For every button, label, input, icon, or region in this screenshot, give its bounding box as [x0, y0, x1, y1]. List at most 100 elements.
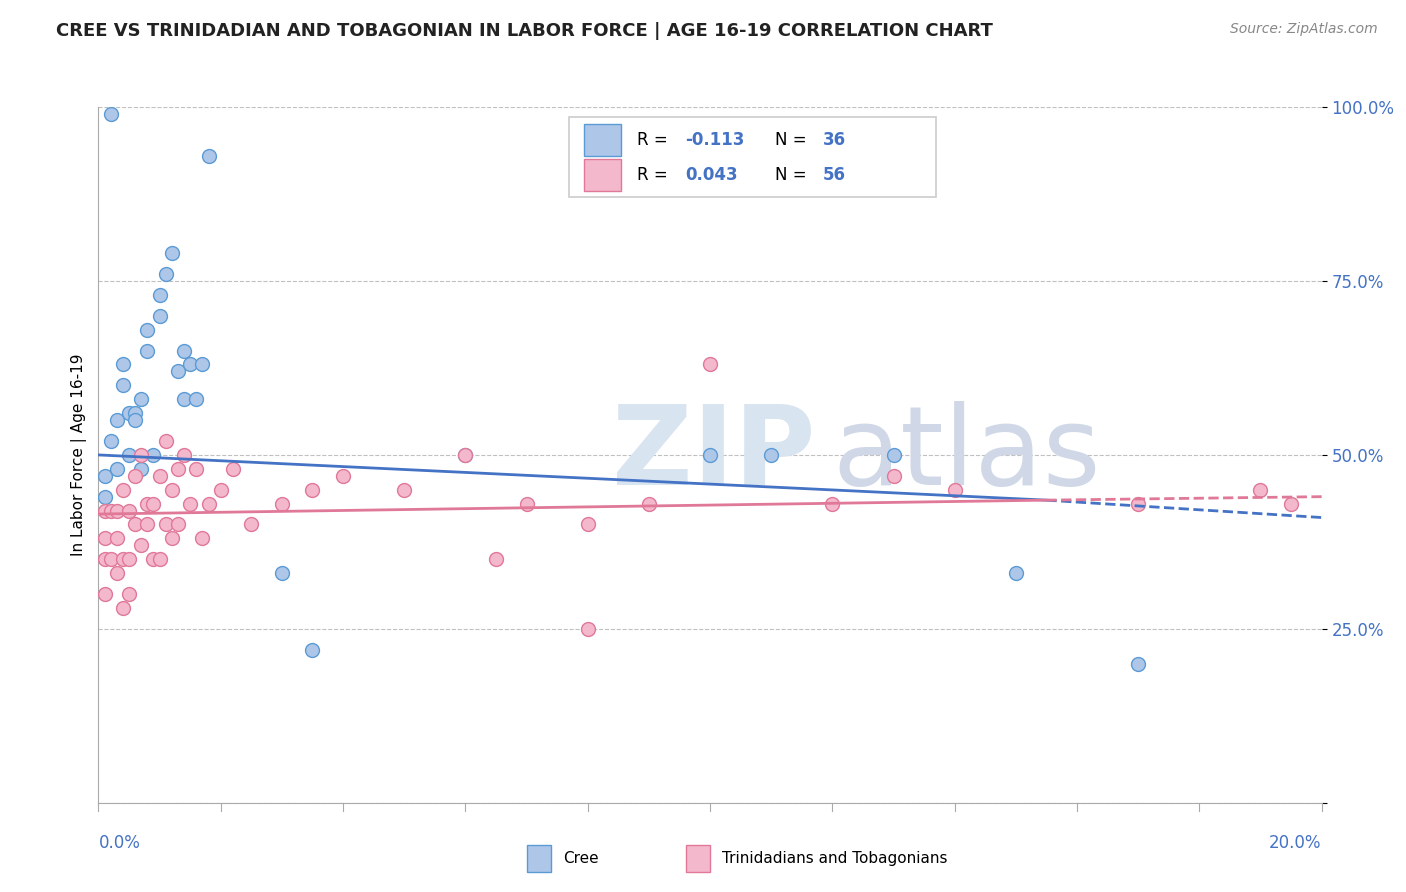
Point [160, 246, 183, 260]
Text: 20.0%: 20.0% [1270, 834, 1322, 852]
Point [173, 343, 195, 358]
Text: -0.113: -0.113 [686, 131, 745, 149]
Text: Trinidadians and Tobagonians: Trinidadians and Tobagonians [723, 851, 948, 866]
Text: 0.0%: 0.0% [98, 834, 141, 852]
Point [136, 343, 159, 358]
Point [129, 462, 152, 476]
Y-axis label: In Labor Force | Age 16-19: In Labor Force | Age 16-19 [72, 353, 87, 557]
Point [167, 364, 190, 378]
Point [111, 378, 134, 392]
Point [173, 448, 195, 462]
Point [93, 503, 115, 517]
Point [821, 497, 844, 511]
FancyBboxPatch shape [686, 845, 710, 872]
Point [136, 517, 159, 532]
Text: 56: 56 [823, 166, 845, 184]
Text: R =: R = [637, 131, 672, 149]
Point [149, 288, 172, 302]
Point [105, 462, 128, 476]
Point [186, 392, 208, 407]
Point [155, 434, 177, 448]
Point [149, 552, 172, 566]
Point [93, 552, 115, 566]
Text: N =: N = [775, 166, 811, 184]
Text: ZIP: ZIP [612, 401, 815, 508]
Point [454, 448, 477, 462]
FancyBboxPatch shape [583, 124, 620, 155]
Point [111, 358, 134, 372]
Point [1249, 483, 1271, 497]
Point [392, 483, 416, 497]
FancyBboxPatch shape [569, 118, 936, 197]
Point [136, 323, 159, 337]
Point [699, 358, 721, 372]
Point [100, 434, 122, 448]
Point [699, 448, 721, 462]
Text: atlas: atlas [832, 401, 1101, 508]
Point [129, 392, 152, 407]
Text: N =: N = [775, 131, 811, 149]
Point [118, 587, 141, 601]
Point [149, 468, 172, 483]
Point [155, 267, 177, 281]
Point [173, 392, 195, 407]
Point [191, 358, 214, 372]
Point [943, 483, 966, 497]
Point [111, 483, 134, 497]
Point [118, 503, 141, 517]
Point [142, 448, 165, 462]
Point [270, 497, 292, 511]
Point [118, 406, 141, 420]
Point [240, 517, 263, 532]
Point [1128, 497, 1150, 511]
Point [93, 468, 115, 483]
Text: 0.043: 0.043 [686, 166, 738, 184]
Point [149, 309, 172, 323]
Point [222, 462, 245, 476]
Point [129, 448, 152, 462]
Point [105, 413, 128, 427]
Point [111, 601, 134, 615]
Point [485, 552, 508, 566]
Point [160, 483, 183, 497]
Point [105, 503, 128, 517]
Point [637, 497, 661, 511]
Point [93, 587, 115, 601]
Point [191, 532, 214, 546]
Text: Source: ZipAtlas.com: Source: ZipAtlas.com [1230, 22, 1378, 37]
Point [124, 413, 146, 427]
Point [142, 497, 165, 511]
Point [759, 448, 782, 462]
Point [93, 490, 115, 504]
Point [883, 448, 905, 462]
Point [186, 462, 208, 476]
Point [1004, 566, 1026, 581]
Point [301, 483, 323, 497]
Point [883, 468, 905, 483]
FancyBboxPatch shape [583, 160, 620, 191]
Point [197, 497, 219, 511]
Point [197, 149, 219, 163]
Point [136, 497, 159, 511]
Point [118, 448, 141, 462]
Point [301, 642, 323, 657]
Point [1279, 497, 1302, 511]
Point [142, 552, 165, 566]
Point [209, 483, 232, 497]
Point [167, 462, 190, 476]
Point [100, 503, 122, 517]
Point [129, 538, 152, 552]
Point [576, 517, 599, 532]
Point [1128, 657, 1150, 671]
Point [516, 497, 538, 511]
Point [105, 532, 128, 546]
FancyBboxPatch shape [526, 845, 551, 872]
Point [332, 468, 354, 483]
Text: Cree: Cree [564, 851, 599, 866]
Point [100, 552, 122, 566]
Point [124, 468, 146, 483]
Point [105, 566, 128, 581]
Point [124, 406, 146, 420]
Text: CREE VS TRINIDADIAN AND TOBAGONIAN IN LABOR FORCE | AGE 16-19 CORRELATION CHART: CREE VS TRINIDADIAN AND TOBAGONIAN IN LA… [56, 22, 993, 40]
Point [160, 532, 183, 546]
